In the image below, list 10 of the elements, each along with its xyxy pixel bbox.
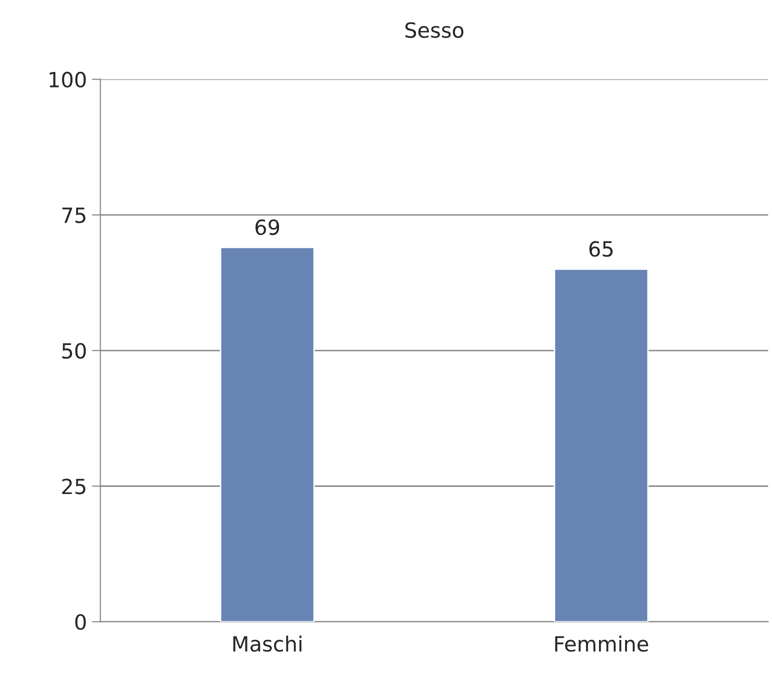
y-tick-label: 50 bbox=[62, 342, 86, 359]
chart-title: Sesso bbox=[405, 22, 464, 38]
y-tick-label: 25 bbox=[62, 478, 86, 494]
y-tick-label: 0 bbox=[75, 614, 86, 630]
data-label: 69 bbox=[256, 219, 280, 236]
x-tick-label: Maschi bbox=[233, 636, 302, 652]
y-tick-label: 75 bbox=[62, 208, 86, 224]
y-tick-label: 100 bbox=[50, 72, 86, 88]
x-tick-label: Femmine bbox=[555, 636, 648, 652]
data-label: 65 bbox=[589, 241, 613, 257]
